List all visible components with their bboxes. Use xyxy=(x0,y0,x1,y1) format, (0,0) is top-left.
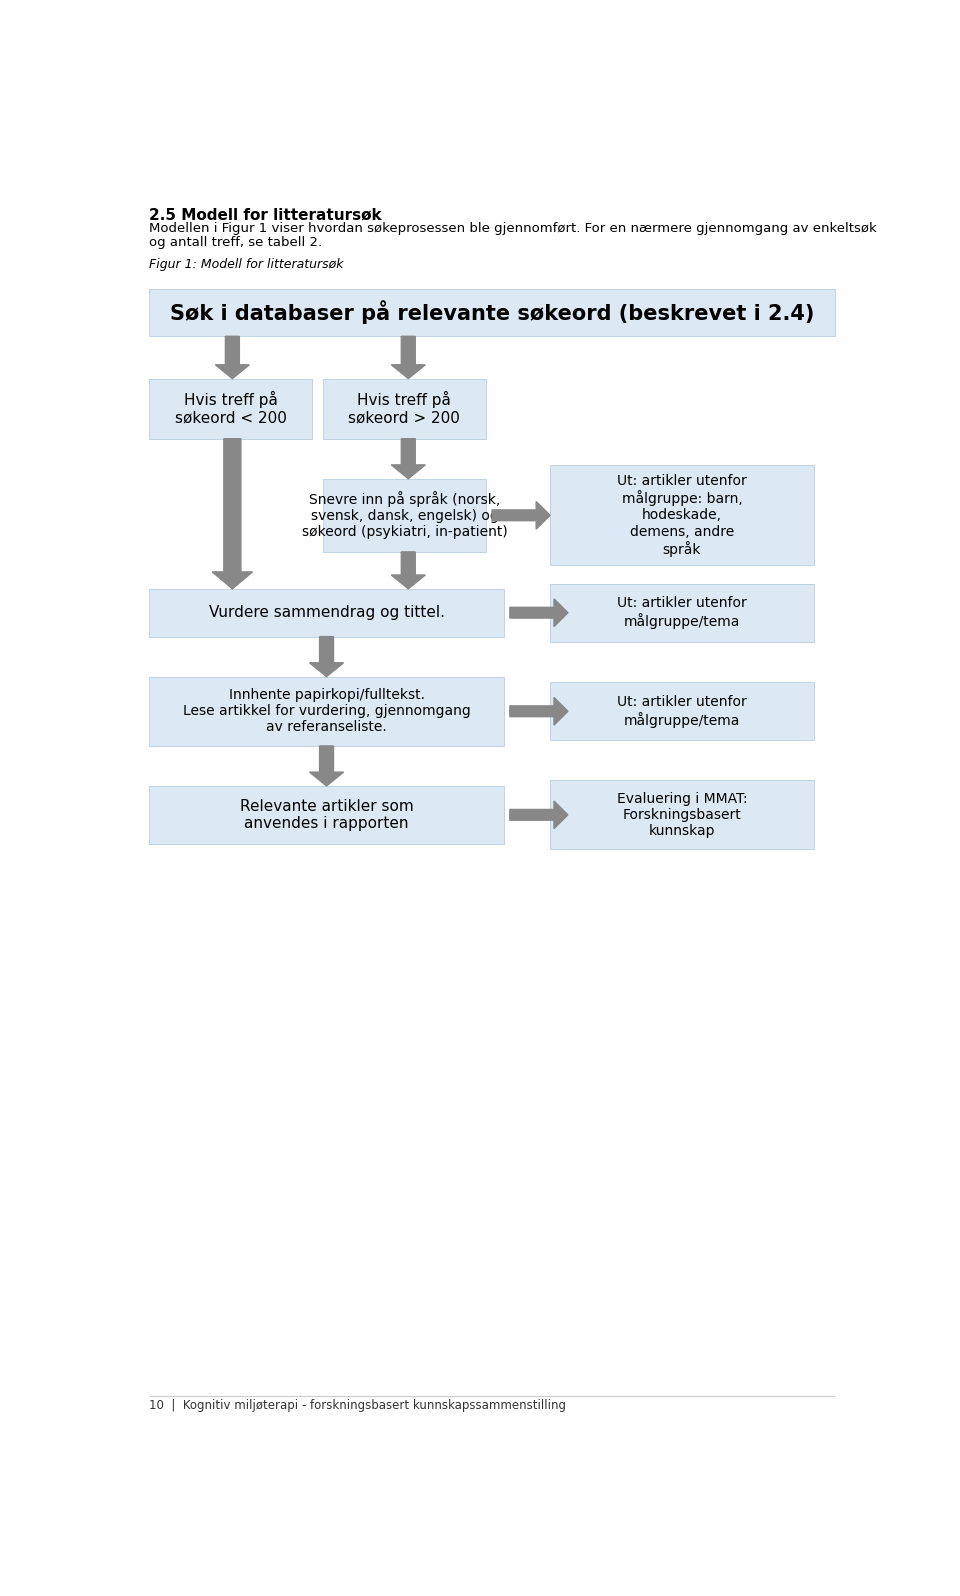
FancyBboxPatch shape xyxy=(150,589,504,637)
FancyBboxPatch shape xyxy=(324,479,486,552)
Polygon shape xyxy=(309,745,344,785)
Polygon shape xyxy=(215,337,250,378)
FancyBboxPatch shape xyxy=(324,378,486,439)
Text: Innhente papirkopi/fulltekst.
Lese artikkel for vurdering, gjennomgang
av refera: Innhente papirkopi/fulltekst. Lese artik… xyxy=(182,688,470,734)
Text: og antall treff, se tabell 2.: og antall treff, se tabell 2. xyxy=(150,236,323,249)
Polygon shape xyxy=(510,801,568,828)
Text: Modellen i Figur 1 viser hvordan søkeprosessen ble gjennomført. For en nærmere g: Modellen i Figur 1 viser hvordan søkepro… xyxy=(150,222,877,235)
FancyBboxPatch shape xyxy=(150,677,504,745)
FancyBboxPatch shape xyxy=(150,785,504,844)
Text: Ut: artikler utenfor
målgruppe: barn,
hodeskade,
demens, andre
språk: Ut: artikler utenfor målgruppe: barn, ho… xyxy=(617,474,747,557)
Text: Ut: artikler utenfor
målgruppe/tema: Ut: artikler utenfor målgruppe/tema xyxy=(617,597,747,629)
Polygon shape xyxy=(392,439,425,479)
FancyBboxPatch shape xyxy=(550,683,814,741)
Text: Figur 1: Modell for litteratursøk: Figur 1: Modell for litteratursøk xyxy=(150,257,344,271)
Text: Søk i databaser på relevante søkeord (beskrevet i 2.4): Søk i databaser på relevante søkeord (be… xyxy=(170,300,814,324)
Text: Hvis treff på
søkeord > 200: Hvis treff på søkeord > 200 xyxy=(348,391,461,426)
Polygon shape xyxy=(309,637,344,677)
Text: Ut: artikler utenfor
målgruppe/tema: Ut: artikler utenfor målgruppe/tema xyxy=(617,694,747,728)
FancyBboxPatch shape xyxy=(150,378,312,439)
FancyBboxPatch shape xyxy=(550,584,814,642)
Text: 10  |  Kognitiv miljøterapi - forskningsbasert kunnskapssammenstilling: 10 | Kognitiv miljøterapi - forskningsba… xyxy=(150,1398,566,1412)
Text: 2.5 Modell for litteratursøk: 2.5 Modell for litteratursøk xyxy=(150,207,382,223)
Polygon shape xyxy=(212,439,252,589)
Polygon shape xyxy=(510,697,568,725)
Polygon shape xyxy=(392,337,425,378)
Text: Hvis treff på
søkeord < 200: Hvis treff på søkeord < 200 xyxy=(175,391,287,426)
Text: Evaluering i MMAT:
Forskningsbasert
kunnskap: Evaluering i MMAT: Forskningsbasert kunn… xyxy=(616,792,747,838)
FancyBboxPatch shape xyxy=(550,466,814,565)
FancyBboxPatch shape xyxy=(550,780,814,849)
Text: Relevante artikler som
anvendes i rapporten: Relevante artikler som anvendes i rappor… xyxy=(240,798,414,832)
Text: Vurdere sammendrag og tittel.: Vurdere sammendrag og tittel. xyxy=(208,605,444,621)
Polygon shape xyxy=(492,501,550,530)
FancyBboxPatch shape xyxy=(150,289,834,337)
Polygon shape xyxy=(392,552,425,589)
Polygon shape xyxy=(510,598,568,627)
Text: Snevre inn på språk (norsk,
svensk, dansk, engelsk) og
søkeord (psykiatri, in-pa: Snevre inn på språk (norsk, svensk, dans… xyxy=(301,492,507,539)
